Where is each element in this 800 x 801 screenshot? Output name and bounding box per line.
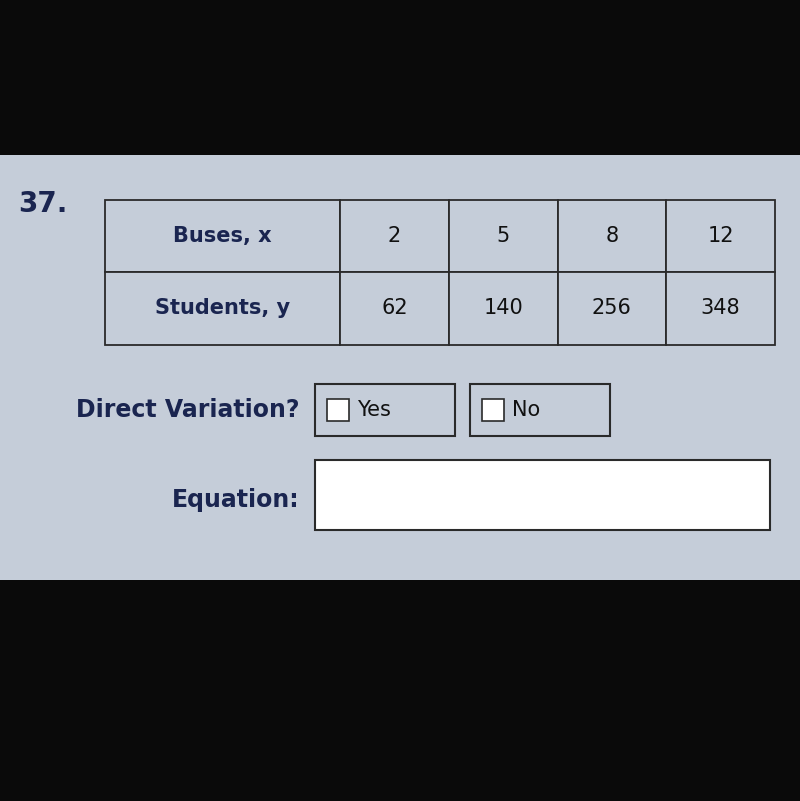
- Bar: [558, 200, 666, 272]
- Text: 348: 348: [701, 299, 741, 319]
- Text: Yes: Yes: [357, 400, 391, 420]
- Text: Direct Variation?: Direct Variation?: [77, 398, 300, 422]
- Text: 37.: 37.: [18, 190, 67, 218]
- Text: Equation:: Equation:: [172, 488, 300, 512]
- Bar: [482, 399, 504, 421]
- Text: Buses, x: Buses, x: [173, 226, 272, 246]
- Text: 256: 256: [592, 299, 632, 319]
- Bar: [0, 580, 800, 801]
- Text: Students, y: Students, y: [155, 299, 290, 319]
- Text: 140: 140: [483, 299, 523, 319]
- Bar: [315, 460, 770, 530]
- Bar: [470, 384, 610, 436]
- Bar: [105, 200, 340, 272]
- Bar: [105, 272, 340, 345]
- Bar: [327, 399, 349, 421]
- Bar: [558, 272, 666, 345]
- Bar: [340, 272, 449, 345]
- Text: 5: 5: [497, 226, 510, 246]
- Bar: [449, 200, 558, 272]
- Bar: [0, 0, 800, 155]
- Bar: [666, 200, 775, 272]
- Bar: [666, 272, 775, 345]
- Bar: [0, 155, 800, 580]
- Text: 2: 2: [388, 226, 401, 246]
- Bar: [315, 384, 455, 436]
- Text: No: No: [512, 400, 540, 420]
- Text: 8: 8: [606, 226, 618, 246]
- Text: 12: 12: [707, 226, 734, 246]
- Bar: [449, 272, 558, 345]
- Bar: [340, 200, 449, 272]
- Text: 62: 62: [381, 299, 408, 319]
